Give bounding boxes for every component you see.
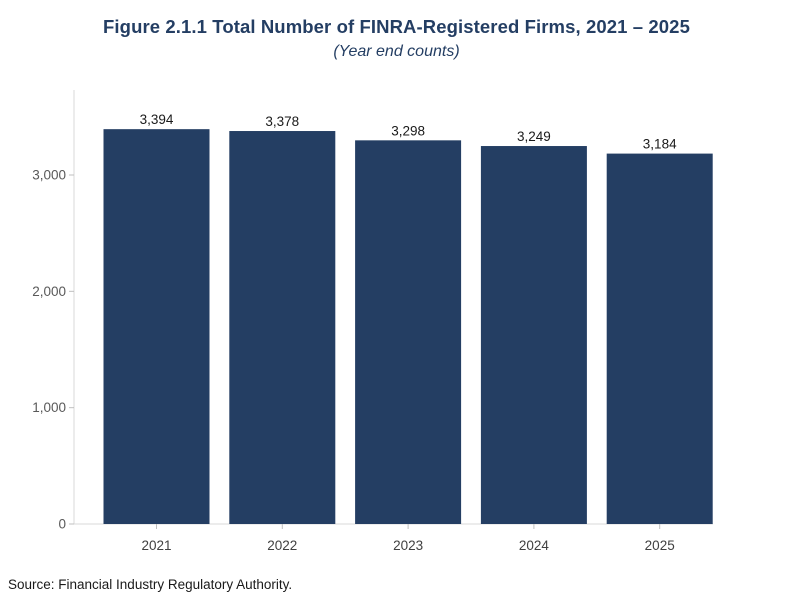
bar-2025: [606, 153, 713, 524]
y-tick-label: 0: [58, 517, 66, 532]
bar-2022: [229, 131, 336, 524]
data-label-2023: 3,298: [391, 123, 425, 138]
data-label-2024: 3,249: [517, 129, 551, 144]
x-tick-label-2023: 2023: [393, 538, 423, 553]
data-label-2025: 3,184: [643, 137, 677, 152]
bar-2021: [103, 129, 210, 524]
source-note: Source: Financial Industry Regulatory Au…: [8, 577, 293, 592]
chart-subtitle: (Year end counts): [333, 43, 460, 60]
bar-2023: [355, 140, 462, 524]
x-tick-label-2021: 2021: [141, 538, 171, 553]
bar-2024: [480, 146, 587, 524]
labels: 2021 3,394 2022 3,378 2023 3,298 2024 3,249 2025…: [140, 112, 677, 553]
data-label-2021: 3,394: [140, 112, 174, 127]
y-tick-label: 1,000: [32, 400, 66, 415]
data-label-2022: 3,378: [265, 114, 299, 129]
bars: [103, 129, 713, 524]
chart-title: Figure 2.1.1 Total Number of FINRA-Regis…: [103, 16, 690, 37]
y-tick-label: 2,000: [32, 284, 66, 299]
x-tick-label-2025: 2025: [645, 538, 675, 553]
x-tick-label-2022: 2022: [267, 538, 297, 553]
y-tick-label: 3,000: [32, 168, 66, 183]
x-tick-label-2024: 2024: [519, 538, 550, 553]
